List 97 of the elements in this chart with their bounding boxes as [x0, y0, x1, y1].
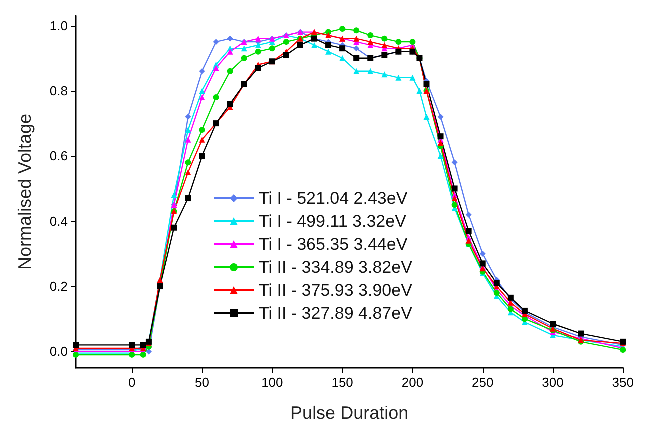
x-tick-label: 200: [402, 375, 424, 390]
point: [213, 65, 220, 72]
y-tick-label: 0.0: [50, 344, 68, 360]
y-tick-label: 1.0: [50, 18, 68, 34]
y-axis-title: Normalised Voltage: [15, 114, 35, 270]
point: [466, 212, 472, 218]
point: [199, 88, 206, 94]
point: [283, 39, 290, 46]
point: [480, 250, 486, 257]
point: [185, 114, 192, 120]
point: [368, 68, 374, 74]
point: [438, 153, 444, 160]
point: [297, 42, 304, 48]
point: [312, 42, 318, 48]
point: [255, 48, 262, 55]
point: [255, 42, 262, 48]
x-axis-title: Pulse Duration: [290, 403, 409, 423]
x-tick-label: 300: [542, 375, 564, 390]
point: [199, 68, 206, 74]
point: [283, 52, 290, 58]
legend-label: Ti I - 365.35 3.44eV: [259, 235, 408, 254]
point: [171, 192, 178, 198]
point: [354, 55, 360, 62]
point: [354, 46, 360, 52]
point: [438, 114, 444, 120]
x-tick-label: 250: [472, 375, 494, 390]
point: [354, 28, 360, 34]
point: [494, 280, 500, 286]
point: [452, 196, 458, 202]
point: [227, 48, 234, 55]
point: [199, 127, 206, 134]
point: [494, 290, 500, 296]
y-tick-label: 0.2: [50, 279, 68, 294]
point: [416, 88, 423, 94]
legend-label: Ti II - 334.89 3.82eV: [259, 258, 414, 277]
y-tick-label: 0.8: [50, 83, 68, 98]
point: [227, 68, 234, 74]
point: [466, 228, 472, 234]
legend-label: Ti II - 327.89 4.87eV: [259, 304, 414, 323]
x-tick-label: 350: [612, 375, 634, 390]
x-tick-label: 50: [195, 375, 210, 390]
point: [550, 321, 556, 327]
point: [185, 169, 192, 176]
point: [73, 342, 79, 348]
point: [269, 46, 276, 52]
point: [185, 196, 192, 202]
point: [326, 42, 332, 48]
x-tick-label: 100: [262, 375, 284, 390]
y-tick-label: 0.4: [50, 214, 68, 229]
point: [171, 224, 178, 231]
point: [382, 42, 388, 48]
point: [452, 186, 458, 192]
point: [396, 74, 402, 81]
point: [185, 136, 192, 143]
point: [185, 127, 192, 134]
point: [410, 39, 416, 46]
point: [241, 55, 248, 62]
point: [396, 39, 402, 46]
point: [227, 36, 234, 42]
point: [255, 36, 262, 42]
x-tick-label: 0: [128, 375, 136, 390]
point: [508, 306, 514, 312]
point: [199, 136, 206, 143]
x-tick-label: 150: [332, 375, 354, 390]
point: [410, 74, 416, 81]
legend-label: Ti II - 375.93 3.90eV: [259, 281, 414, 300]
legend-label: Ti I - 499.11 3.32eV: [259, 212, 408, 231]
point: [326, 48, 332, 55]
point: [438, 140, 444, 146]
point: [466, 238, 472, 244]
point: [129, 342, 136, 348]
y-tick-label: 0.6: [50, 148, 68, 164]
point: [382, 36, 388, 42]
point: [424, 81, 430, 88]
point: [185, 160, 192, 166]
point: [340, 26, 346, 32]
point: [480, 260, 486, 267]
point: [241, 46, 248, 52]
legend-label: Ti I - 521.04 2.43eV: [259, 189, 408, 208]
point: [227, 101, 234, 107]
point: [452, 202, 458, 208]
point: [424, 114, 430, 120]
point: [213, 39, 220, 46]
point: [354, 36, 360, 42]
point: [368, 32, 374, 39]
point: [578, 330, 584, 337]
point: [340, 46, 346, 52]
point: [382, 72, 388, 78]
point: [199, 94, 206, 100]
point: [140, 352, 146, 358]
point: [354, 68, 360, 74]
point: [368, 39, 374, 46]
point: [199, 153, 206, 160]
point: [438, 134, 444, 140]
point: [452, 160, 458, 166]
point: [213, 94, 220, 100]
point: [255, 65, 262, 72]
